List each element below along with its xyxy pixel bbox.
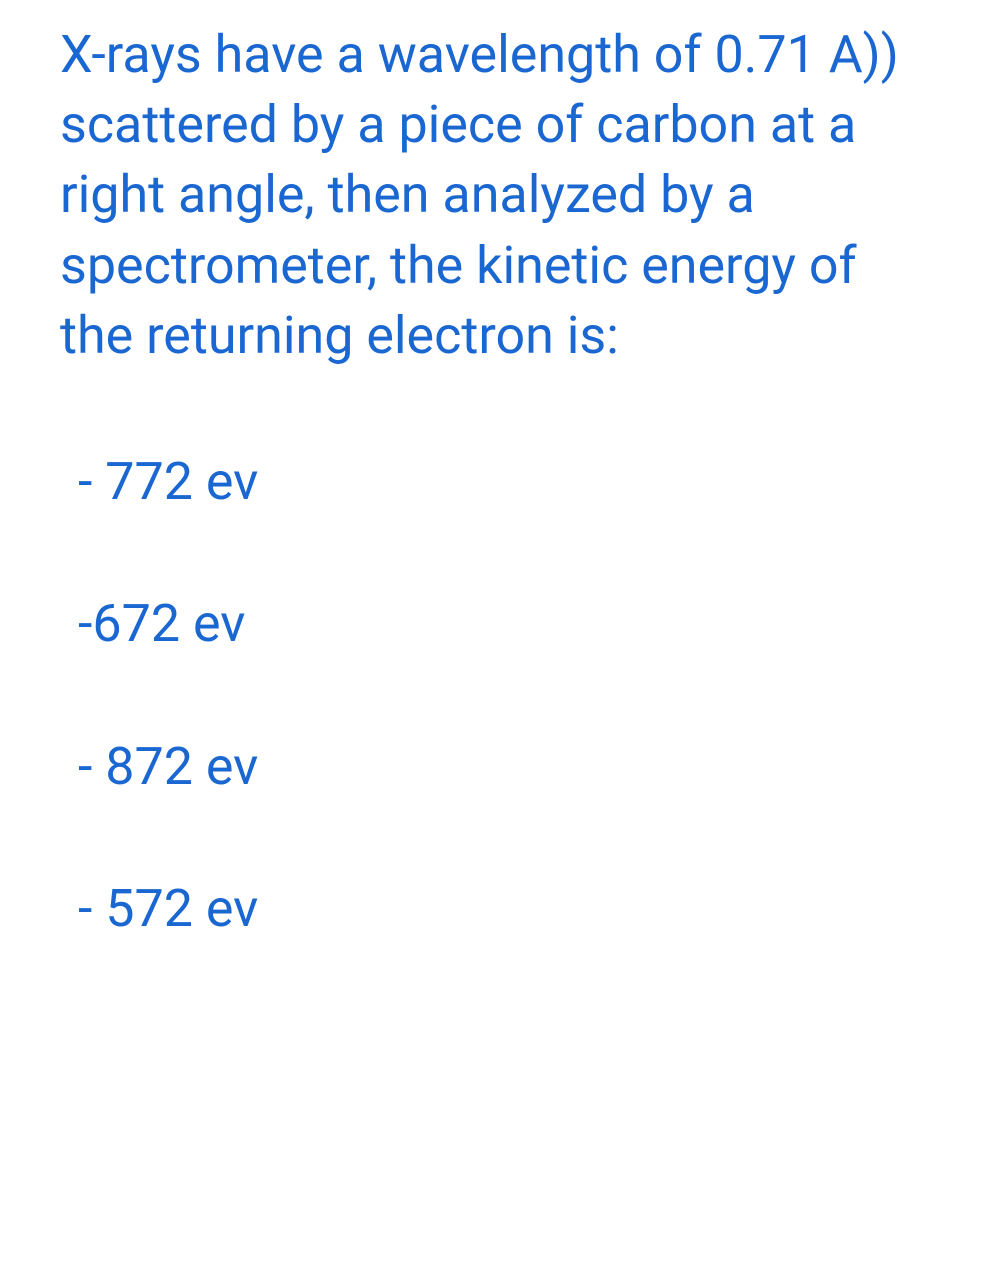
option-4[interactable]: - 572 ev xyxy=(60,878,921,940)
option-1[interactable]: - 772 ev xyxy=(60,451,921,513)
option-2[interactable]: -672 ev xyxy=(60,593,921,655)
question-text: X-rays have a wavelength of 0.71 A)) sca… xyxy=(60,20,921,371)
option-3[interactable]: - 872 ev xyxy=(60,736,921,798)
